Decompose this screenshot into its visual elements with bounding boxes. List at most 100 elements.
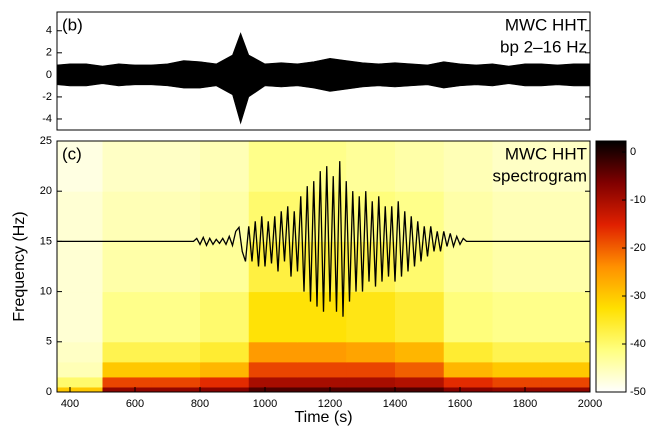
x-tick-label: 1400 <box>383 398 407 410</box>
spectrogram-cell <box>297 291 347 343</box>
spectrogram-cell <box>248 141 298 192</box>
spectrogram-cell <box>151 291 201 343</box>
spectrogram-cell <box>57 191 103 242</box>
spectrogram-cell <box>102 341 152 363</box>
spectrogram-cell <box>57 291 103 343</box>
colorbar-tick-label: 0 <box>630 146 636 158</box>
spectrogram-cell <box>248 361 298 378</box>
y-axis-label: Frequency (Hz) <box>11 211 28 321</box>
x-tick-label: 1000 <box>253 398 277 410</box>
spectrogram-cell <box>395 141 445 192</box>
spectrogram-cell <box>346 291 396 343</box>
spectrogram-cell <box>395 376 445 388</box>
spectrogram-cell <box>443 241 493 293</box>
annotation: MWC HHT <box>505 144 587 163</box>
spectrogram-cell <box>443 361 493 378</box>
spectrogram-cell <box>297 386 347 392</box>
plot-frame <box>56 140 591 393</box>
plot-frame <box>56 11 591 131</box>
spectrogram-cell <box>492 376 542 388</box>
spectrogram-cell <box>248 376 298 388</box>
panel-label: (b) <box>62 15 83 34</box>
spectrogram-cell <box>151 241 201 293</box>
spectrogram-cell <box>492 241 542 293</box>
spectrogram-cell <box>151 341 201 363</box>
spectrogram-cell <box>102 376 152 388</box>
spectrogram-cell <box>541 191 590 242</box>
annotation: MWC HHT <box>505 15 587 34</box>
spectrogram-cell <box>102 241 152 293</box>
annotation: bp 2–16 Hz <box>500 37 587 56</box>
spectrogram-cell <box>395 361 445 378</box>
spectrogram-cell <box>297 361 347 378</box>
spectrogram-cell <box>102 361 152 378</box>
spectrogram-cell <box>492 191 542 242</box>
spectrogram-cell <box>492 361 542 378</box>
spectrogram-cell <box>200 191 250 242</box>
x-axis-label: Time (s) <box>294 409 352 426</box>
spectrogram-cell <box>200 241 250 293</box>
spectrogram-cell <box>248 291 298 343</box>
y-tick-label: 25 <box>40 135 52 147</box>
colorbar-tick-label: -20 <box>630 242 646 254</box>
spectrogram-cell <box>492 341 542 363</box>
spectrogram-cell <box>541 376 590 388</box>
y-tick-label: -4 <box>42 113 52 125</box>
spectrogram-cell <box>57 376 103 388</box>
spectrogram-cell <box>492 141 542 192</box>
spectrogram-cell <box>297 141 347 192</box>
spectrogram-cell <box>57 241 103 293</box>
spectrogram-cell <box>102 141 152 192</box>
annotation: spectrogram <box>493 166 587 185</box>
spectrogram-cell <box>443 141 493 192</box>
spectrogram-cell <box>200 361 250 378</box>
spectrogram-cell <box>57 341 103 363</box>
spectrogram <box>57 141 590 392</box>
panel-label: (c) <box>62 144 82 163</box>
y-tick-label: 15 <box>40 235 52 247</box>
y-tick-label: 4 <box>46 25 52 37</box>
colorbar-tick-label: -10 <box>630 194 646 206</box>
x-tick-label: 1200 <box>318 398 342 410</box>
x-tick-label: 1600 <box>448 398 472 410</box>
colorbar-tick-label: -30 <box>630 290 646 302</box>
spectrogram-cell <box>102 191 152 242</box>
spectrogram-cell <box>200 291 250 343</box>
spectrogram-cell <box>57 386 103 392</box>
y-tick-label: 2 <box>46 47 52 59</box>
x-tick-label: 600 <box>126 398 144 410</box>
spectrogram-cell <box>151 386 201 392</box>
spectrogram-cell <box>541 141 590 192</box>
spectrogram-cell <box>443 341 493 363</box>
colorbar-tick-label: -50 <box>630 386 646 398</box>
spectrogram-cell <box>541 361 590 378</box>
spectrogram-cell <box>541 241 590 293</box>
spectrogram-cell <box>102 291 152 343</box>
colorbar <box>595 140 627 393</box>
spectrogram-cell <box>346 141 396 192</box>
spectrogram-cell <box>151 191 201 242</box>
spectrogram-cell <box>443 376 493 388</box>
colorbar-tick-label: -40 <box>630 338 646 350</box>
y-tick-label: 0 <box>46 386 52 398</box>
spectrogram-cell <box>346 341 396 363</box>
x-tick-label: 1800 <box>513 398 537 410</box>
spectrogram-cell <box>395 291 445 343</box>
x-tick-label: 2000 <box>578 398 602 410</box>
spectrogram-cell <box>57 361 103 378</box>
spectrogram-cell <box>443 191 493 242</box>
spectrogram-cell <box>297 376 347 388</box>
spectrogram-cell <box>200 141 250 192</box>
x-tick-label: 400 <box>61 398 79 410</box>
spectrogram-cell <box>395 341 445 363</box>
spectrogram-cell <box>151 141 201 192</box>
spectrogram-cell <box>541 291 590 343</box>
spectrogram-cell <box>346 361 396 378</box>
y-tick-label: -2 <box>42 91 52 103</box>
y-tick-label: 0 <box>46 69 52 81</box>
spectrogram-cell <box>395 386 445 392</box>
spectrogram-cell <box>151 361 201 378</box>
spectrogram-cell <box>248 341 298 363</box>
